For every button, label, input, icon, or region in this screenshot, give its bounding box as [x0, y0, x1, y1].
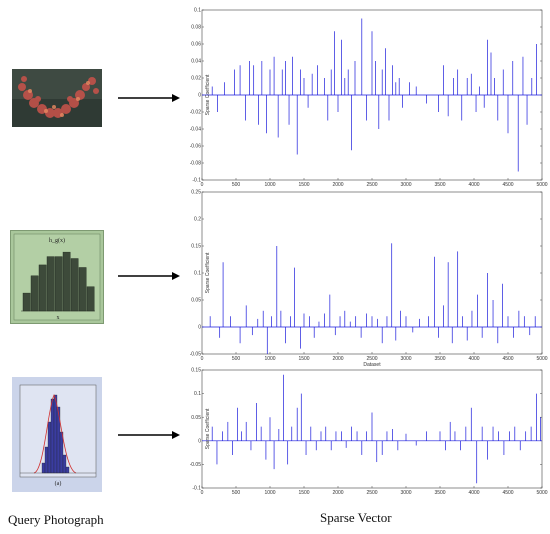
y-axis-label: Sparse Coefficient — [205, 74, 211, 115]
y-tick-label: -0.05 — [190, 352, 201, 358]
x-tick-label: 500 — [232, 356, 241, 362]
y-tick-label: 0.04 — [191, 59, 201, 65]
x-tick-label: 1500 — [298, 182, 309, 188]
sparse-vector-plot-2-svg: 0.250.20.150.10.050-0.050 500 1000 1500 2000… — [190, 190, 548, 368]
x-tick-label: 2500 — [366, 182, 377, 188]
y-tick-label: 0.06 — [191, 42, 201, 48]
y-tick-label: 0 — [198, 325, 201, 331]
coral-image-svg — [12, 69, 102, 127]
histogram-bar — [70, 258, 79, 312]
x-tick-label: 3500 — [434, 490, 445, 496]
x-tick-label: 1500 — [298, 356, 309, 362]
x-tick-label: 2500 — [366, 356, 377, 362]
y-tick-label: 0 — [198, 438, 201, 444]
y-tick-label: 0.1 — [194, 391, 201, 397]
x-tick-label: 3000 — [400, 490, 411, 496]
gaussian-xlabel: (a) — [55, 480, 62, 487]
x-tick-label: 4000 — [468, 490, 479, 496]
x-tick-label: 0 — [201, 182, 204, 188]
coral-photograph — [12, 69, 102, 127]
histogram-bar — [54, 256, 63, 312]
y-tick-label: 0.15 — [191, 244, 201, 250]
gaussian-histogram-image: (a) — [12, 377, 102, 492]
gaussian-histogram-svg: (a) — [12, 377, 102, 492]
histogram-bar — [22, 292, 31, 312]
y-tick-label: -0.06 — [190, 144, 201, 150]
histogram-bars — [22, 251, 95, 312]
histogram-bar — [62, 251, 71, 312]
x-tick-label: 2000 — [332, 182, 343, 188]
x-tick-label: 5000 — [536, 182, 547, 188]
x-tick-label: 1000 — [264, 356, 275, 362]
x-tick-label: 500 — [232, 182, 241, 188]
y-tick-label: -0.1 — [192, 178, 201, 184]
y-tick-label: -0.05 — [190, 462, 201, 468]
sparse-vector-plot-3-svg: 0.150.10.050-0.05-0.10 500 1000 1500 2000 250… — [190, 368, 548, 496]
x-tick-label: 0 — [201, 490, 204, 496]
x-tick-label: 4500 — [502, 490, 513, 496]
y-tick-label: -0.1 — [192, 486, 201, 492]
arrow-icon — [118, 431, 180, 439]
x-tick-label: 1000 — [264, 182, 275, 188]
sparse-vector-plot-2: 0.25 0.2 0.15 0.1 0.05 0 -0.05 0 500 1000 1500 2000… — [190, 184, 550, 370]
y-tick-label: 0.2 — [194, 217, 201, 223]
x-axis-label: Dataset — [363, 362, 381, 368]
y-tick-label: -0.04 — [190, 127, 201, 133]
histogram-bar — [46, 256, 55, 312]
bar-histogram-image: h_g(x) x — [10, 230, 104, 324]
y-axis-label: Sparse Coefficient — [205, 252, 211, 293]
y-tick-label: 0.1 — [194, 271, 201, 277]
histogram-bar — [86, 286, 95, 312]
x-tick-label: 1000 — [264, 490, 275, 496]
histogram-bar — [30, 275, 39, 312]
x-tick-label: 2500 — [366, 490, 377, 496]
histogram-bar — [78, 267, 87, 312]
x-tick-label: 4500 — [502, 182, 513, 188]
y-tick-label: -0.02 — [190, 110, 201, 116]
x-tick-label: 3000 — [400, 182, 411, 188]
x-tick-label: 1500 — [298, 490, 309, 496]
x-tick-label: 0 — [201, 356, 204, 362]
y-tick-label: 0.05 — [191, 415, 201, 421]
y-tick-label: 0.02 — [191, 76, 201, 82]
sparse-vector-caption: Sparse Vector — [320, 510, 392, 525]
x-tick-label: 500 — [232, 490, 241, 496]
x-tick-label: 4000 — [468, 182, 479, 188]
y-tick-label: 0.1 — [194, 8, 201, 14]
histogram-title: h_g(x) — [49, 237, 65, 244]
y-tick-label: 0.15 — [191, 368, 201, 374]
x-tick-label: 3500 — [434, 182, 445, 188]
x-tick-label: 5000 — [536, 356, 547, 362]
y-tick-label: 0 — [198, 93, 201, 99]
sparse-vector-plot-1-svg: 0.1 0.08 0.06 0.04 0.02 0 -0.02 -0.04 -0.06 -0.08… — [190, 8, 548, 188]
plot-frame — [201, 191, 543, 355]
x-tick-label: 5000 — [536, 490, 547, 496]
y-tick-label: -0.08 — [190, 161, 201, 167]
arrow-icon — [118, 94, 180, 102]
x-tick-label: 3000 — [400, 356, 411, 362]
y-tick-label: 0.25 — [191, 190, 201, 196]
sparse-vector-plot-3: 0.15 0.1 0.05 0 -0.05 -0.1 0 500 1000 1500 2000 250… — [190, 366, 550, 500]
x-tick-label: 4500 — [502, 356, 513, 362]
histogram-xlabel: x — [57, 315, 60, 321]
bar-histogram-svg: h_g(x) x — [13, 233, 101, 321]
x-tick-label: 4000 — [468, 356, 479, 362]
x-tick-label: 2000 — [332, 356, 343, 362]
sparse-vector-plot-1: 0.1 0.08 0.06 0.04 0.02 0 -0.02 -0.04 -0.06 -0.08… — [190, 2, 550, 188]
arrow-icon — [118, 272, 180, 280]
y-tick-label: 0.08 — [191, 25, 201, 31]
y-tick-label: 0.05 — [191, 298, 201, 304]
x-tick-label: 3500 — [434, 356, 445, 362]
y-axis-label: Sparse Coefficient — [205, 408, 211, 449]
histogram-bar — [38, 264, 47, 312]
query-photograph-caption: Query Photograph — [8, 512, 104, 527]
x-tick-label: 2000 — [332, 490, 343, 496]
